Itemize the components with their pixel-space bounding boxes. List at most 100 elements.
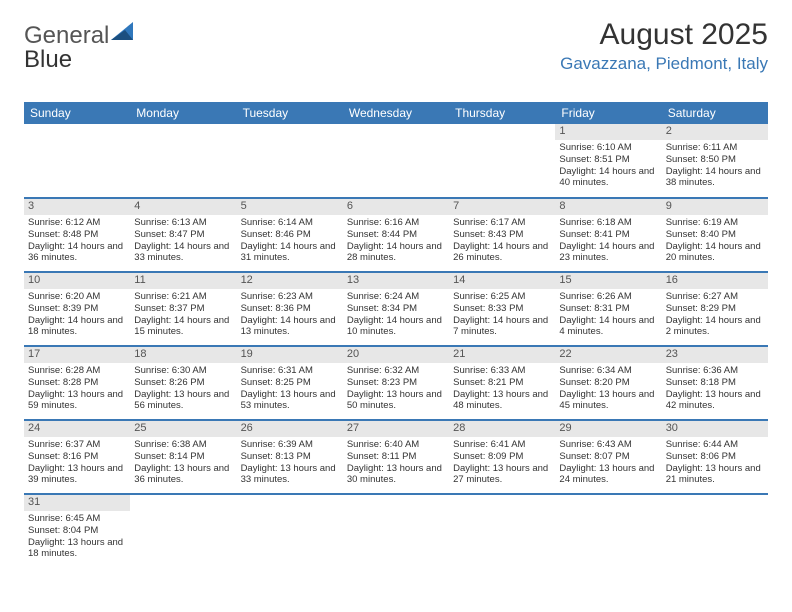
day-number: 17	[24, 347, 130, 363]
calendar-empty-cell	[449, 494, 555, 568]
logo-blue-row: Blue	[24, 46, 72, 74]
calendar-week-row: 10 Sunrise: 6:20 AMSunset: 8:39 PMDayligh…	[24, 272, 768, 346]
calendar-table: SundayMondayTuesdayWednesdayThursdayFrid…	[24, 102, 768, 568]
calendar-day-cell: 10 Sunrise: 6:20 AMSunset: 8:39 PMDayligh…	[24, 272, 130, 346]
calendar-week-row: 1Sunrise: 6:10 AMSunset: 8:51 PMDaylight…	[24, 124, 768, 198]
day-number: 22	[555, 347, 661, 363]
day-details: Sunrise: 6:26 AMSunset: 8:31 PMDaylight:…	[559, 291, 657, 339]
day-details: Sunrise: 6:30 AMSunset: 8:26 PMDaylight:…	[134, 365, 232, 413]
calendar-day-cell: 3 Sunrise: 6:12 AMSunset: 8:48 PMDaylight…	[24, 198, 130, 272]
day-number: 28	[449, 421, 555, 437]
weekday-header: Wednesday	[343, 102, 449, 124]
weekday-header: Monday	[130, 102, 236, 124]
calendar-day-cell: 14Sunrise: 6:25 AMSunset: 8:33 PMDayligh…	[449, 272, 555, 346]
day-details: Sunrise: 6:40 AMSunset: 8:11 PMDaylight:…	[347, 439, 445, 487]
location: Gavazzana, Piedmont, Italy	[560, 54, 768, 74]
header: General August 2025 Gavazzana, Piedmont,…	[24, 18, 768, 74]
calendar-day-cell: 21Sunrise: 6:33 AMSunset: 8:21 PMDayligh…	[449, 346, 555, 420]
calendar-day-cell: 16Sunrise: 6:27 AMSunset: 8:29 PMDayligh…	[662, 272, 768, 346]
day-details: Sunrise: 6:18 AMSunset: 8:41 PMDaylight:…	[559, 217, 657, 265]
day-details: Sunrise: 6:41 AMSunset: 8:09 PMDaylight:…	[453, 439, 551, 487]
calendar-day-cell: 9 Sunrise: 6:19 AMSunset: 8:40 PMDaylight…	[662, 198, 768, 272]
calendar-day-cell: 25Sunrise: 6:38 AMSunset: 8:14 PMDayligh…	[130, 420, 236, 494]
day-details: Sunrise: 6:34 AMSunset: 8:20 PMDaylight:…	[559, 365, 657, 413]
title-block: August 2025 Gavazzana, Piedmont, Italy	[560, 18, 768, 74]
day-number: 15	[555, 273, 661, 289]
day-details: Sunrise: 6:24 AMSunset: 8:34 PMDaylight:…	[347, 291, 445, 339]
calendar-empty-cell	[130, 124, 236, 198]
calendar-day-cell: 27Sunrise: 6:40 AMSunset: 8:11 PMDayligh…	[343, 420, 449, 494]
day-details: Sunrise: 6:31 AMSunset: 8:25 PMDaylight:…	[241, 365, 339, 413]
day-details: Sunrise: 6:36 AMSunset: 8:18 PMDaylight:…	[666, 365, 764, 413]
day-number: 24	[24, 421, 130, 437]
calendar-day-cell: 6Sunrise: 6:16 AMSunset: 8:44 PMDaylight…	[343, 198, 449, 272]
day-details: Sunrise: 6:11 AMSunset: 8:50 PMDaylight:…	[666, 142, 764, 190]
calendar-day-cell: 30Sunrise: 6:44 AMSunset: 8:06 PMDayligh…	[662, 420, 768, 494]
day-number: 10	[24, 273, 130, 289]
day-details: Sunrise: 6:28 AMSunset: 8:28 PMDaylight:…	[28, 365, 126, 413]
weekday-header: Tuesday	[237, 102, 343, 124]
calendar-day-cell: 17 Sunrise: 6:28 AMSunset: 8:28 PMDayligh…	[24, 346, 130, 420]
calendar-day-cell: 1Sunrise: 6:10 AMSunset: 8:51 PMDaylight…	[555, 124, 661, 198]
day-details: Sunrise: 6:14 AMSunset: 8:46 PMDaylight:…	[241, 217, 339, 265]
calendar-day-cell: 5 Sunrise: 6:14 AMSunset: 8:46 PMDaylight…	[237, 198, 343, 272]
day-number: 3	[24, 199, 130, 215]
calendar-empty-cell	[555, 494, 661, 568]
weekday-header: Sunday	[24, 102, 130, 124]
day-number: 21	[449, 347, 555, 363]
day-details: Sunrise: 6:20 AMSunset: 8:39 PMDaylight:…	[28, 291, 126, 339]
day-details: Sunrise: 6:39 AMSunset: 8:13 PMDaylight:…	[241, 439, 339, 487]
day-details: Sunrise: 6:25 AMSunset: 8:33 PMDaylight:…	[453, 291, 551, 339]
day-details: Sunrise: 6:12 AMSunset: 8:48 PMDaylight:…	[28, 217, 126, 265]
calendar-day-cell: 2 Sunrise: 6:11 AMSunset: 8:50 PMDaylight…	[662, 124, 768, 198]
day-details: Sunrise: 6:38 AMSunset: 8:14 PMDaylight:…	[134, 439, 232, 487]
calendar-week-row: 24Sunrise: 6:37 AMSunset: 8:16 PMDayligh…	[24, 420, 768, 494]
day-number: 13	[343, 273, 449, 289]
weekday-header: Saturday	[662, 102, 768, 124]
day-details: Sunrise: 6:13 AMSunset: 8:47 PMDaylight:…	[134, 217, 232, 265]
calendar-empty-cell	[662, 494, 768, 568]
day-details: Sunrise: 6:19 AMSunset: 8:40 PMDaylight:…	[666, 217, 764, 265]
weekday-header-row: SundayMondayTuesdayWednesdayThursdayFrid…	[24, 102, 768, 124]
day-number: 29	[555, 421, 661, 437]
day-details: Sunrise: 6:23 AMSunset: 8:36 PMDaylight:…	[241, 291, 339, 339]
day-number: 8	[555, 199, 661, 215]
calendar-day-cell: 23 Sunrise: 6:36 AMSunset: 8:18 PMDayligh…	[662, 346, 768, 420]
calendar-day-cell: 12 Sunrise: 6:23 AMSunset: 8:36 PMDayligh…	[237, 272, 343, 346]
calendar-day-cell: 24Sunrise: 6:37 AMSunset: 8:16 PMDayligh…	[24, 420, 130, 494]
calendar-day-cell: 11Sunrise: 6:21 AMSunset: 8:37 PMDayligh…	[130, 272, 236, 346]
day-number: 1	[555, 124, 661, 140]
day-details: Sunrise: 6:44 AMSunset: 8:06 PMDaylight:…	[666, 439, 764, 487]
calendar-day-cell: 13 Sunrise: 6:24 AMSunset: 8:34 PMDayligh…	[343, 272, 449, 346]
day-details: Sunrise: 6:45 AMSunset: 8:04 PMDaylight:…	[28, 513, 126, 561]
calendar-day-cell: 7Sunrise: 6:17 AMSunset: 8:43 PMDaylight…	[449, 198, 555, 272]
calendar-day-cell: 15 Sunrise: 6:26 AMSunset: 8:31 PMDayligh…	[555, 272, 661, 346]
day-details: Sunrise: 6:27 AMSunset: 8:29 PMDaylight:…	[666, 291, 764, 339]
day-number: 5	[237, 199, 343, 215]
day-number: 2	[662, 124, 768, 140]
calendar-day-cell: 22 Sunrise: 6:34 AMSunset: 8:20 PMDayligh…	[555, 346, 661, 420]
day-number: 20	[343, 347, 449, 363]
day-number: 19	[237, 347, 343, 363]
calendar-day-cell: 18 Sunrise: 6:30 AMSunset: 8:26 PMDayligh…	[130, 346, 236, 420]
day-number: 18	[130, 347, 236, 363]
calendar-empty-cell	[343, 494, 449, 568]
calendar-empty-cell	[237, 124, 343, 198]
day-details: Sunrise: 6:21 AMSunset: 8:37 PMDaylight:…	[134, 291, 232, 339]
day-number: 31	[24, 495, 130, 511]
day-number: 23	[662, 347, 768, 363]
day-number: 12	[237, 273, 343, 289]
day-number: 9	[662, 199, 768, 215]
day-details: Sunrise: 6:32 AMSunset: 8:23 PMDaylight:…	[347, 365, 445, 413]
calendar-body: 1Sunrise: 6:10 AMSunset: 8:51 PMDaylight…	[24, 124, 768, 568]
calendar-day-cell: 28 Sunrise: 6:41 AMSunset: 8:09 PMDayligh…	[449, 420, 555, 494]
calendar-empty-cell	[449, 124, 555, 198]
calendar-day-cell: 31 Sunrise: 6:45 AMSunset: 8:04 PMDayligh…	[24, 494, 130, 568]
calendar-empty-cell	[130, 494, 236, 568]
calendar-day-cell: 8 Sunrise: 6:18 AMSunset: 8:41 PMDaylight…	[555, 198, 661, 272]
day-details: Sunrise: 6:16 AMSunset: 8:44 PMDaylight:…	[347, 217, 445, 265]
day-details: Sunrise: 6:17 AMSunset: 8:43 PMDaylight:…	[453, 217, 551, 265]
logo-sail-icon	[111, 22, 137, 42]
weekday-header: Thursday	[449, 102, 555, 124]
calendar-day-cell: 29Sunrise: 6:43 AMSunset: 8:07 PMDayligh…	[555, 420, 661, 494]
